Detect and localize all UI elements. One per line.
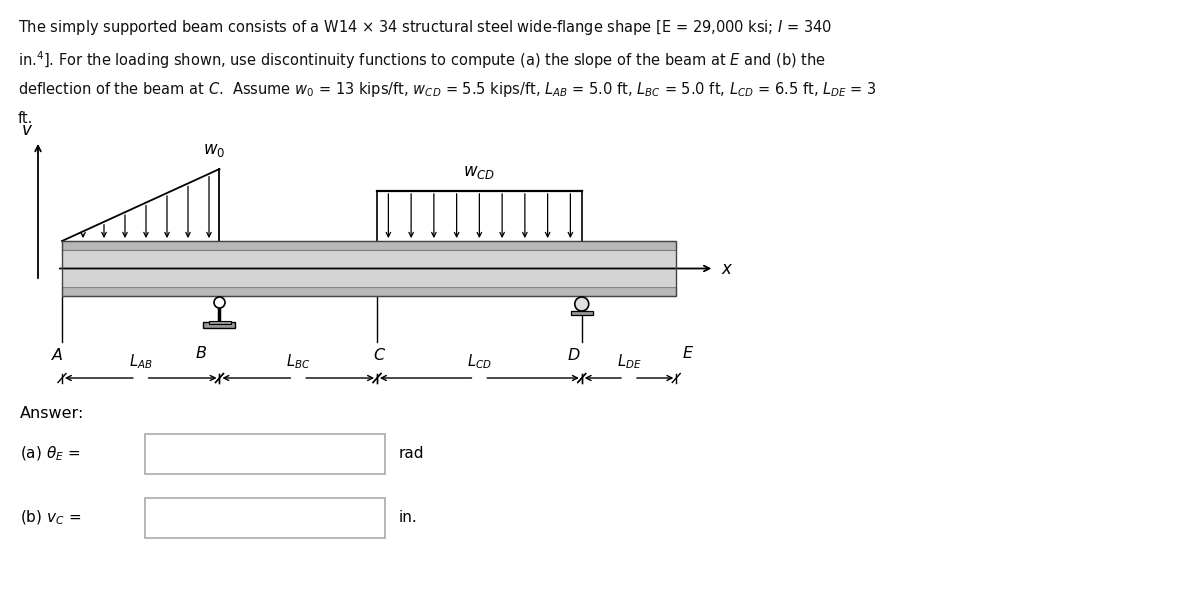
Text: Answer:: Answer: <box>20 406 84 421</box>
Circle shape <box>214 297 226 308</box>
Bar <box>62 241 677 250</box>
Text: D: D <box>568 348 580 363</box>
Bar <box>571 311 593 315</box>
Bar <box>62 250 677 287</box>
Bar <box>62 287 677 296</box>
Bar <box>204 322 235 328</box>
Text: The simply supported beam consists of a W14 $\times$ 34 structural steel wide-fl: The simply supported beam consists of a … <box>18 18 833 37</box>
FancyBboxPatch shape <box>145 498 385 538</box>
Text: deflection of the beam at $C$.  Assume $w_0$ = 13 kips/ft, $w_{CD}$ = 5.5 kips/f: deflection of the beam at $C$. Assume $w… <box>18 80 877 99</box>
Text: in.: in. <box>398 511 418 525</box>
Text: ft.: ft. <box>18 111 34 126</box>
Text: v: v <box>22 121 32 139</box>
Text: $w_0$: $w_0$ <box>203 141 226 159</box>
Text: $L_{AB}$: $L_{AB}$ <box>128 352 152 371</box>
FancyBboxPatch shape <box>145 434 385 474</box>
Text: A: A <box>52 348 62 363</box>
Text: $L_{DE}$: $L_{DE}$ <box>617 352 641 371</box>
Text: $w_{CD}$: $w_{CD}$ <box>463 163 496 181</box>
Bar <box>62 241 677 296</box>
Text: $L_{BC}$: $L_{BC}$ <box>286 352 311 371</box>
Text: E: E <box>683 346 692 361</box>
Circle shape <box>575 297 589 311</box>
Text: C: C <box>373 348 384 363</box>
Text: in.$^4$]. For the loading shown, use discontinuity functions to compute (a) the : in.$^4$]. For the loading shown, use dis… <box>18 49 826 71</box>
Text: $L_{CD}$: $L_{CD}$ <box>467 352 492 371</box>
Text: (b) $v_C$ =: (b) $v_C$ = <box>20 509 82 527</box>
Text: rad: rad <box>398 447 425 461</box>
Text: (a) $\theta_E$ =: (a) $\theta_E$ = <box>20 445 80 463</box>
Text: x: x <box>721 259 731 277</box>
Bar <box>209 322 230 324</box>
Text: B: B <box>196 346 206 361</box>
